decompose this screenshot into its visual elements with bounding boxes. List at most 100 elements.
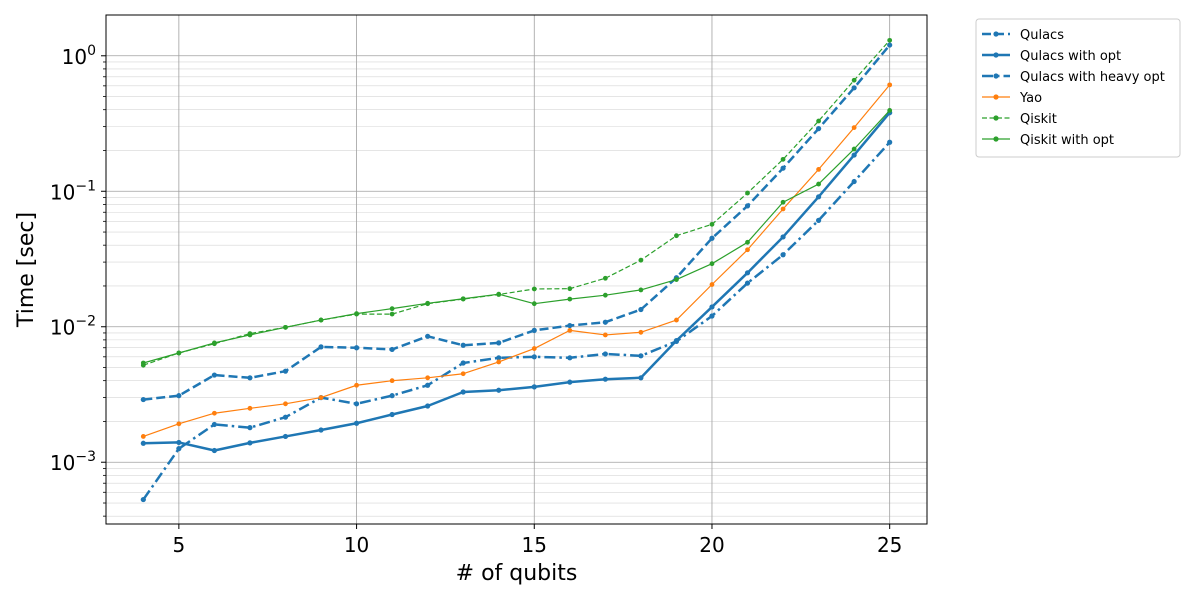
data-point — [140, 434, 146, 439]
data-point — [638, 375, 644, 381]
data-point — [140, 396, 146, 403]
data-point — [851, 77, 857, 83]
data-point — [567, 327, 573, 333]
data-point — [176, 350, 182, 356]
data-point — [709, 221, 715, 227]
data-point — [140, 496, 146, 503]
data-point — [531, 286, 537, 292]
legend-label: Qulacs — [1020, 28, 1064, 43]
plot-series — [140, 37, 893, 503]
legend-marker — [993, 94, 999, 100]
data-point — [318, 317, 324, 323]
series-yao — [140, 82, 893, 439]
major-grid — [106, 15, 927, 524]
data-point — [709, 282, 715, 287]
y-tick-label: 100 — [62, 43, 96, 69]
data-point — [247, 425, 253, 431]
legend-item: Qulacs with heavy opt — [982, 70, 1165, 85]
data-point — [815, 194, 822, 200]
legend-item: Qulacs — [982, 28, 1064, 43]
data-point — [709, 304, 715, 310]
x-tick-label: 20 — [699, 533, 724, 557]
data-point — [211, 372, 218, 378]
data-point — [176, 439, 182, 446]
legend-label: Qiskit with opt — [1020, 133, 1114, 148]
data-point — [140, 440, 146, 446]
data-point — [212, 410, 217, 416]
data-point — [389, 311, 395, 317]
data-point — [212, 340, 217, 346]
series-qulacs — [140, 42, 893, 403]
data-point — [745, 190, 750, 196]
data-point — [211, 421, 218, 428]
data-point — [176, 446, 182, 452]
data-point — [638, 353, 644, 359]
data-point — [282, 433, 289, 440]
data-point — [282, 414, 289, 420]
data-point — [247, 332, 253, 338]
data-point — [531, 346, 537, 351]
data-point — [389, 411, 395, 418]
series-line — [143, 110, 891, 364]
data-point — [460, 371, 466, 377]
data-point — [602, 275, 608, 281]
x-tick-label: 15 — [522, 533, 547, 557]
data-point — [531, 354, 537, 360]
data-point — [638, 287, 644, 293]
data-point — [567, 296, 573, 302]
data-point — [851, 85, 857, 91]
data-point — [425, 382, 431, 388]
data-point — [815, 217, 822, 223]
x-axis-label: # of qubits — [456, 561, 578, 586]
data-point — [318, 395, 324, 400]
data-point — [496, 340, 502, 346]
data-point — [780, 206, 786, 212]
data-point — [425, 300, 431, 306]
data-point — [389, 378, 395, 384]
series-line — [143, 84, 891, 438]
data-point — [602, 376, 608, 382]
data-point — [816, 167, 821, 172]
data-point — [283, 324, 288, 330]
minor-grid — [106, 61, 927, 517]
data-point — [709, 235, 715, 241]
series-line — [143, 111, 891, 452]
data-point — [460, 360, 466, 366]
data-point — [353, 345, 360, 351]
y-axis-ticks: 10−3 10−2 10−1 100 — [50, 43, 106, 517]
y-tick-label: 10−1 — [50, 178, 96, 204]
data-point — [318, 344, 324, 350]
data-point — [567, 322, 573, 329]
data-point — [816, 118, 821, 124]
data-point — [531, 327, 537, 333]
legend-label: Yao — [1019, 91, 1042, 106]
data-point — [780, 165, 786, 171]
data-point — [282, 368, 289, 374]
legend-item: Qiskit with opt — [982, 133, 1114, 148]
data-point — [851, 152, 857, 158]
legend-item: Qiskit — [982, 112, 1057, 127]
legend-label: Qulacs with opt — [1020, 49, 1121, 64]
data-point — [176, 421, 182, 427]
data-point — [389, 306, 395, 312]
legend-marker — [993, 52, 999, 58]
legend-box — [975, 18, 1181, 158]
data-point — [602, 332, 608, 338]
series-qulacs-with-opt — [140, 110, 893, 454]
data-point — [496, 359, 502, 365]
data-point — [460, 342, 466, 348]
data-point — [247, 440, 253, 446]
x-tick-label: 25 — [877, 533, 902, 557]
x-tick-label: 10 — [344, 533, 369, 557]
data-point — [887, 108, 893, 113]
series-qiskit-with-opt — [140, 108, 893, 366]
legend: Qulacs Qulacs with opt Qulacs with heavy o… — [975, 18, 1181, 158]
legend-marker — [993, 136, 999, 142]
data-point — [887, 82, 893, 88]
data-point — [496, 291, 502, 297]
plot-frame — [105, 14, 928, 525]
data-point — [318, 427, 324, 433]
data-point — [247, 375, 253, 381]
data-point — [283, 401, 288, 407]
